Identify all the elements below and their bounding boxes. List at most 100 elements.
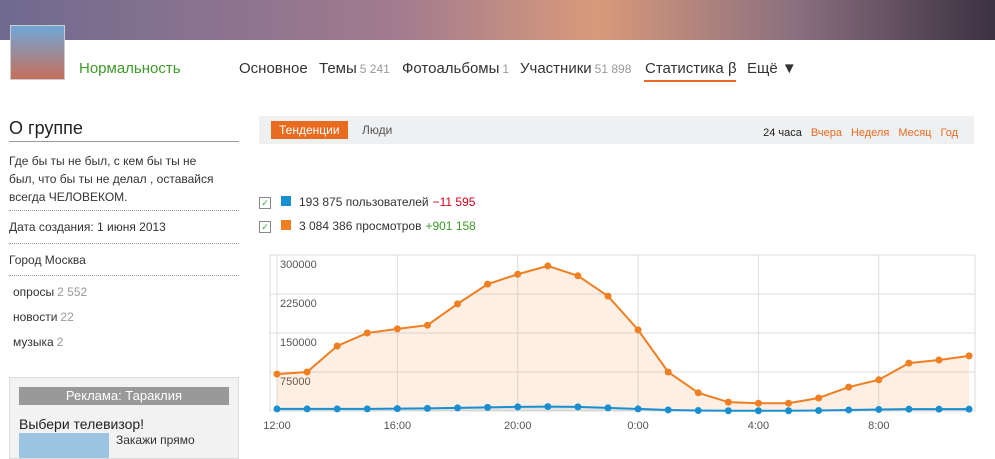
nav-item[interactable]: Ещё ▼ xyxy=(747,60,797,77)
nav-label: Участники xyxy=(520,60,592,77)
x-tick-label: 16:00 xyxy=(384,420,412,432)
point xyxy=(724,407,732,415)
y-tick-label: 75000 xyxy=(280,376,311,388)
link-label: новости xyxy=(13,310,58,324)
checkbox[interactable]: ✓ xyxy=(259,197,271,209)
point xyxy=(754,399,762,407)
city: Город Москва xyxy=(9,253,86,267)
legend-change: −11 595 xyxy=(432,195,476,209)
x-tick-label: 0:00 xyxy=(627,420,648,432)
legend-label: 3 084 386 просмотров xyxy=(299,219,422,233)
point xyxy=(303,405,311,413)
nav-count: 1 xyxy=(502,62,510,76)
point xyxy=(273,405,281,413)
banner xyxy=(0,0,995,40)
point xyxy=(785,407,793,415)
point xyxy=(273,370,281,378)
period[interactable]: Неделя xyxy=(850,127,890,139)
sidebar-title: О группе xyxy=(9,118,83,138)
nav-label: Фотоальбомы xyxy=(402,60,500,77)
point xyxy=(815,394,823,402)
point xyxy=(423,321,431,329)
period[interactable]: Месяц xyxy=(898,127,932,139)
nav-item[interactable]: Темы 5 241 xyxy=(319,60,390,77)
link[interactable]: опросы 2 552 xyxy=(13,285,87,299)
x-tick-label: 20:00 xyxy=(504,420,532,432)
point xyxy=(604,292,612,300)
point xyxy=(694,389,702,397)
nav-item[interactable]: Участники 51 898 xyxy=(520,60,631,77)
checkbox[interactable]: ✓ xyxy=(259,221,271,233)
point xyxy=(484,280,492,288)
link[interactable]: музыка 2 xyxy=(13,335,63,349)
link-count: 2 552 xyxy=(57,285,88,299)
point xyxy=(484,403,492,411)
nav-item[interactable]: Фотоальбомы 1 xyxy=(402,60,509,77)
point xyxy=(363,329,371,337)
point xyxy=(694,406,702,414)
point xyxy=(634,326,642,334)
period-list: 24 часа Вчера Неделя Месяц Год xyxy=(754,124,958,139)
point xyxy=(544,403,552,411)
point xyxy=(574,272,582,280)
ad-headline[interactable]: Выбери телевизор! xyxy=(19,416,145,432)
point xyxy=(393,325,401,333)
point xyxy=(303,368,311,376)
description: Где бы ты не был, с кем бы ты не был, чт… xyxy=(9,154,214,204)
period[interactable]: Год xyxy=(940,127,958,139)
point xyxy=(454,300,462,308)
tab[interactable]: Люди xyxy=(362,123,393,137)
point xyxy=(754,407,762,415)
legend-swatch xyxy=(281,220,291,230)
link-count: 22 xyxy=(60,310,74,324)
point xyxy=(935,356,943,364)
nav-item[interactable]: Статистика β xyxy=(645,60,737,77)
group-name[interactable]: Нормальность xyxy=(79,60,181,77)
line xyxy=(277,405,970,412)
link[interactable]: новости 22 xyxy=(13,310,74,324)
point xyxy=(454,404,462,412)
point xyxy=(815,406,823,414)
point xyxy=(724,398,732,406)
nav-label: Ещё ▼ xyxy=(747,60,797,77)
legend-swatch xyxy=(281,196,291,206)
point xyxy=(875,376,883,384)
ad-title: Реклама: Тараклия xyxy=(19,387,229,405)
point xyxy=(664,406,672,414)
nav-label: Статистика β xyxy=(645,60,737,77)
point xyxy=(664,368,672,376)
point xyxy=(935,405,943,413)
rule xyxy=(9,275,239,276)
nav-item[interactable]: Основное xyxy=(239,60,308,77)
ad-text[interactable]: Закажи прямо xyxy=(116,433,195,447)
point xyxy=(514,270,522,278)
nav-underline xyxy=(644,80,736,82)
point xyxy=(423,404,431,412)
point xyxy=(363,405,371,413)
area xyxy=(277,265,970,411)
point xyxy=(393,405,401,413)
point xyxy=(845,383,853,391)
tab-active[interactable]: Тенденции xyxy=(271,121,348,139)
point xyxy=(965,352,973,360)
x-tick-label: 4:00 xyxy=(748,420,769,432)
point xyxy=(544,262,552,270)
legend-change: +901 158 xyxy=(425,219,476,233)
tab-bar xyxy=(259,116,974,144)
legend-item: ✓ 3 084 386 просмотров +901 158 xyxy=(259,219,476,233)
nav-count: 51 898 xyxy=(594,62,632,76)
legend-label: 193 875 пользователей xyxy=(299,195,429,209)
period[interactable]: Вчера xyxy=(810,127,842,139)
point xyxy=(333,405,341,413)
y-tick-label: 225000 xyxy=(280,298,317,310)
period[interactable]: 24 часа xyxy=(763,127,802,139)
y-tick-label: 300000 xyxy=(280,259,317,271)
x-tick-label: 8:00 xyxy=(868,420,889,432)
nav-label: Основное xyxy=(239,60,308,77)
point xyxy=(574,403,582,411)
point xyxy=(965,405,973,413)
link-count: 2 xyxy=(56,335,64,349)
avatar[interactable] xyxy=(10,25,65,80)
